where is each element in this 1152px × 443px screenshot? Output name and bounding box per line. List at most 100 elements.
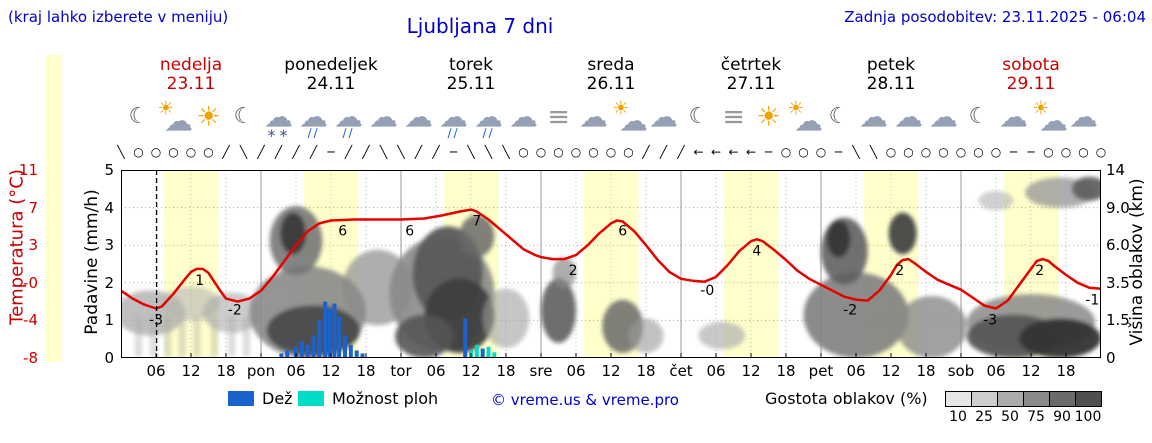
cloud-tick-value: 0	[1106, 349, 1116, 367]
x-tick-label: sre	[529, 362, 553, 380]
moon-icon: ☾	[223, 96, 265, 138]
x-tick-label: 12	[321, 362, 341, 380]
wind-calm-icon: ○	[623, 145, 634, 159]
cloud-density-layer	[121, 176, 1101, 358]
wind-calm-icon: ○	[903, 145, 914, 159]
precip-tick-value: 5	[104, 161, 114, 179]
wind-barb-icon: ╲	[852, 145, 860, 159]
rain-bar	[354, 350, 359, 358]
day-name: sreda	[587, 55, 635, 75]
rain-bar	[299, 341, 304, 358]
copyright-link[interactable]: © vreme.us & vreme.pro	[491, 391, 679, 409]
cloud-icon: ☁	[398, 96, 440, 138]
cloud-icon: ☁	[573, 96, 615, 138]
wind-barb-icon: ←	[728, 145, 739, 159]
day-name: petek	[866, 55, 916, 75]
day-date: 27.11	[726, 74, 776, 94]
cloud-icon: ☁	[888, 96, 930, 138]
cloud-glyph: ☁	[369, 99, 398, 134]
wind-barb-icon: ╱	[257, 145, 265, 159]
x-tick-label: 06	[846, 362, 866, 380]
moon-icon: ☾	[118, 96, 160, 138]
wind-calm-icon: ○	[1060, 145, 1072, 159]
density-tick-value: 75	[1027, 409, 1045, 425]
snow-icon: ☁ ∗∗	[258, 96, 300, 139]
density-tick-value: 10	[949, 409, 967, 425]
fog-icon: ≡	[538, 96, 580, 138]
precip-tick-value: 0	[104, 349, 114, 367]
temperature-value-label: -0	[700, 283, 714, 299]
wind-calm-icon: ○	[553, 145, 564, 159]
cloud-tick-value: 9.0	[1106, 198, 1130, 217]
wind-calm-icon: ○	[973, 145, 984, 159]
temperature-value-label: -3	[983, 313, 997, 329]
meteogram-plot-area: -3 1 -2 6 6 7 2 6 -0 4 -2 2 -3 2 -1	[119, 170, 1103, 358]
partly-icon: ☀ ☁	[608, 96, 650, 138]
partly-glyph: ☀	[612, 97, 630, 120]
day-name: torek	[449, 55, 493, 75]
wind-barb-icon: ╱	[222, 145, 230, 159]
density-tick-value: 25	[975, 409, 993, 425]
temperature-line	[119, 208, 1103, 310]
x-tick-label: sob	[947, 362, 975, 380]
wind-barb-icon: ╲	[484, 145, 493, 159]
rain-glyph: ☁	[334, 99, 363, 134]
rain-bar	[294, 346, 298, 358]
wind-calm-icon: ○	[1078, 145, 1089, 159]
density-tick-value: 90	[1053, 409, 1071, 425]
x-tick-label: čet	[669, 362, 693, 380]
sun-glyph: ☀	[196, 101, 221, 133]
wind-barb-icon: ╲	[869, 145, 878, 159]
density-cell	[1075, 392, 1101, 406]
day-name: ponedeljek	[284, 55, 378, 75]
rain-glyph: ∕∕	[342, 125, 355, 140]
wind-barb-icon: ←	[693, 145, 704, 159]
rain-glyph: ☁	[474, 99, 503, 134]
cloud-glyph: ☁	[404, 99, 433, 134]
density-cell	[1049, 392, 1075, 406]
wind-barb-icon: ─	[1009, 145, 1018, 159]
wind-barb-icon: ╲	[397, 145, 405, 159]
wind-calm-icon: ○	[150, 145, 162, 159]
cloud-icon: ☁	[853, 96, 895, 138]
partly-glyph: ☁	[619, 103, 649, 138]
temperature-value-label: -1	[1085, 293, 1099, 309]
day-date: 25.11	[446, 74, 496, 94]
day-date: 24.11	[306, 74, 356, 94]
rain-bar	[327, 309, 332, 358]
x-tick-label: 18	[1056, 362, 1076, 380]
x-tick-label: 12	[881, 362, 901, 380]
cloud-glyph: ☁	[1069, 99, 1098, 134]
rain-bar	[337, 316, 342, 358]
x-tick-label: 06	[286, 362, 306, 380]
temp-tick-value: -8	[23, 349, 38, 367]
temperature-value-label: 6	[618, 223, 627, 239]
density-tick-value: 100	[1074, 409, 1102, 425]
cloud-icon: ☁	[923, 96, 965, 138]
snow-glyph: ☁	[264, 99, 293, 134]
wind-calm-icon: ○	[605, 145, 617, 159]
x-tick-label: 06	[566, 362, 586, 380]
wind-calm-icon: ○	[535, 145, 547, 159]
wind-calm-icon: ○	[955, 145, 967, 159]
x-tick-label: 12	[181, 362, 201, 380]
partly-glyph: ☀	[787, 97, 805, 120]
precip-tick-value: 4	[104, 198, 114, 217]
moon-glyph: ☾	[688, 104, 709, 129]
wind-barb-icon: ╱	[362, 145, 370, 159]
wind-calm-icon: ○	[990, 145, 1002, 159]
shower-bar	[492, 352, 497, 358]
temp-tick-value: 3	[28, 236, 38, 255]
wind-calm-icon: ○	[920, 145, 932, 159]
shower-bar	[486, 346, 491, 358]
partly-glyph: ☁	[1039, 103, 1069, 138]
x-tick-label: 12	[601, 362, 621, 380]
cloud-density-legend-label: Gostota oblakov (%)	[765, 389, 928, 408]
cloud-glyph: ☁	[859, 99, 888, 134]
day-name: nedelja	[159, 55, 223, 75]
rain-bar	[323, 301, 328, 358]
wind-calm-icon: ○	[570, 145, 582, 159]
wind-barb-icon: ←	[710, 145, 722, 159]
partly-glyph: ☁	[164, 103, 194, 138]
